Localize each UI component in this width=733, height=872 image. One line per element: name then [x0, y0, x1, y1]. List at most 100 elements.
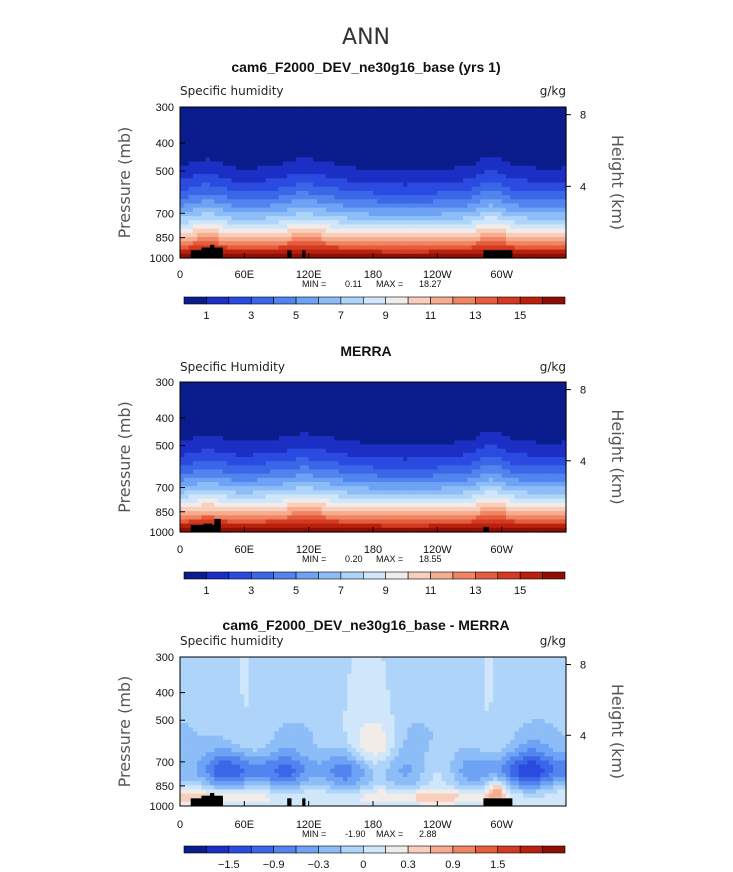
heatmap-cell [347, 186, 353, 192]
heatmap-cell [561, 394, 567, 400]
heatmap-cell [553, 440, 559, 446]
heatmap-cell [523, 419, 528, 425]
heatmap-cell [518, 390, 524, 396]
heatmap-cell [373, 427, 378, 433]
heatmap-cell [527, 140, 533, 146]
heatmap-cell [287, 444, 293, 450]
heatmap-cell [407, 157, 413, 163]
heatmap-cell [184, 253, 190, 259]
heatmap-cell [407, 382, 413, 387]
heatmap-cell [480, 436, 486, 441]
heatmap-cell [514, 169, 520, 175]
heatmap-cell [544, 220, 550, 226]
heatmap-cell [188, 440, 194, 446]
heatmap-cell [428, 195, 434, 200]
heatmap-cell [531, 216, 537, 221]
heatmap-cell [248, 253, 254, 259]
heatmap-cell [222, 203, 228, 209]
heatmap-cell [488, 390, 494, 396]
heatmap-cell [342, 182, 348, 188]
heatmap-cell [514, 394, 520, 400]
heatmap-cell [351, 178, 357, 184]
heatmap-cell [184, 165, 190, 171]
heatmap-cell [180, 249, 185, 255]
heatmap-cell [210, 136, 215, 142]
heatmap-cell [458, 174, 464, 179]
heatmap-cell [527, 132, 533, 137]
heatmap-cell [510, 407, 516, 412]
heatmap-cell [235, 415, 241, 421]
heatmap-cell [214, 411, 220, 416]
heatmap-cell [407, 140, 413, 146]
heatmap-cell [347, 394, 353, 400]
heatmap-cell [270, 444, 275, 450]
heatmap-cell [334, 123, 340, 129]
heatmap-cell [334, 427, 340, 433]
heatmap-cell [231, 186, 237, 192]
heatmap-cell [475, 207, 481, 213]
heatmap-cell [514, 161, 520, 167]
heatmap-cell [373, 411, 378, 416]
heatmap-cell [240, 398, 245, 404]
heatmap-cell [561, 411, 567, 416]
heatmap-cell [544, 203, 550, 209]
heatmap-cell [355, 245, 361, 251]
heatmap-cell [475, 195, 481, 200]
heatmap-cell [240, 237, 245, 242]
heatmap-cell [257, 423, 263, 429]
heatmap-cell [282, 241, 288, 247]
heatmap-cell [403, 241, 408, 247]
heatmap-cell [261, 237, 267, 242]
heatmap-cell [192, 419, 198, 425]
heatmap-cell [231, 127, 237, 133]
heatmap-cell [248, 186, 254, 192]
heatmap-cell [192, 415, 198, 421]
heatmap-cell [475, 440, 481, 446]
heatmap-cell [287, 178, 293, 184]
heatmap-cell [188, 407, 194, 412]
heatmap-cell [312, 199, 318, 205]
heatmap-cell [205, 153, 211, 158]
heatmap-cell [351, 390, 357, 396]
heatmap-cell [428, 386, 434, 391]
heatmap-cell [317, 216, 323, 221]
heatmap-cell [222, 174, 228, 179]
heatmap-cell [295, 245, 301, 251]
heatmap-cell [505, 178, 511, 184]
heatmap-cell [210, 148, 215, 154]
heatmap-cell [505, 423, 511, 429]
heatmap-cell [514, 119, 520, 125]
heatmap-cell [308, 249, 314, 255]
heatmap-cell [274, 440, 280, 446]
heatmap-cell [497, 237, 503, 242]
heatmap-cell [210, 411, 215, 416]
heatmap-cell [364, 390, 370, 396]
heatmap-cell [497, 157, 503, 163]
heatmap-cell [540, 153, 546, 158]
heatmap-cell [295, 153, 301, 158]
heatmap-cell [557, 245, 563, 251]
heatmap-cell [428, 402, 434, 408]
heatmap-cell [385, 199, 391, 205]
heatmap-cell [475, 190, 481, 196]
heatmap-cell [463, 411, 468, 416]
heatmap-cell [458, 232, 464, 238]
heatmap-cell [325, 436, 331, 441]
heatmap-cell [312, 123, 318, 129]
heatmap-cell [248, 211, 254, 217]
heatmap-cell [270, 165, 275, 171]
heatmap-cell [390, 127, 396, 133]
heatmap-cell [377, 148, 383, 154]
heatmap-cell [540, 216, 546, 221]
heatmap-cell [424, 241, 430, 247]
heatmap-cell [321, 398, 327, 404]
heatmap-cell [403, 174, 408, 179]
heatmap-cell [450, 161, 456, 167]
heatmap-cell [484, 432, 490, 437]
heatmap-cell [403, 161, 408, 167]
heatmap-cell [282, 249, 288, 255]
heatmap-cell [514, 241, 520, 247]
heatmap-cell [244, 398, 250, 404]
heatmap-cell [390, 398, 396, 404]
heatmap-cell [248, 203, 254, 209]
